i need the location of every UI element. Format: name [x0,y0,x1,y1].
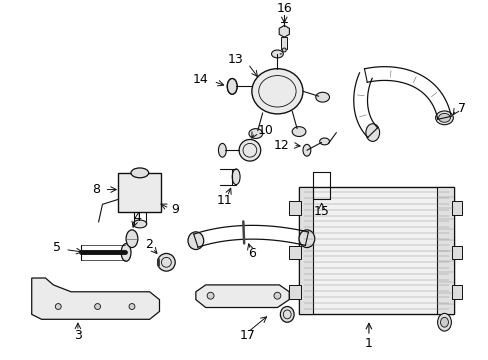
Ellipse shape [303,144,310,156]
Text: 8: 8 [92,183,101,196]
Ellipse shape [129,303,135,310]
Text: 4: 4 [133,211,141,224]
Ellipse shape [273,292,280,299]
Text: 17: 17 [240,329,255,342]
Ellipse shape [126,230,138,248]
Ellipse shape [282,48,285,52]
Ellipse shape [187,232,203,249]
Bar [451,201,461,215]
Ellipse shape [315,92,329,102]
Text: 1: 1 [364,337,372,350]
Ellipse shape [291,127,305,136]
Ellipse shape [319,138,329,145]
Bar [299,186,312,314]
Text: 16: 16 [276,2,292,15]
Bar [288,285,301,299]
Text: 7: 7 [457,102,465,114]
Text: 10: 10 [257,124,273,137]
Ellipse shape [435,111,452,125]
Bar [118,173,161,212]
Ellipse shape [227,78,237,94]
Ellipse shape [55,303,61,310]
Ellipse shape [440,317,447,327]
Ellipse shape [121,244,131,261]
Ellipse shape [365,124,379,141]
Polygon shape [196,285,288,307]
Ellipse shape [131,168,148,178]
Ellipse shape [438,113,449,122]
Ellipse shape [133,220,146,228]
Bar [281,37,286,49]
Ellipse shape [239,139,260,161]
Ellipse shape [248,129,262,139]
Text: 12: 12 [273,139,288,152]
Bar [288,201,301,215]
Text: 13: 13 [227,53,243,66]
Ellipse shape [207,292,214,299]
Bar [288,246,301,259]
Ellipse shape [280,306,293,322]
Bar [451,246,461,259]
Ellipse shape [218,143,226,157]
Text: 2: 2 [144,238,152,251]
Ellipse shape [232,169,240,185]
Bar [436,186,453,314]
Ellipse shape [437,314,450,331]
Text: 15: 15 [313,205,329,218]
Text: 5: 5 [53,241,61,254]
Bar [451,285,461,299]
Ellipse shape [227,78,237,94]
Text: 11: 11 [216,194,232,207]
Polygon shape [279,26,289,37]
Text: 9: 9 [171,203,179,216]
Ellipse shape [299,230,314,248]
Ellipse shape [251,69,303,114]
Polygon shape [32,278,159,319]
Text: 3: 3 [74,329,81,342]
Text: 14: 14 [192,73,208,86]
Ellipse shape [271,50,283,58]
Text: 6: 6 [248,247,256,260]
Bar [299,186,453,314]
Ellipse shape [157,253,175,271]
Ellipse shape [95,303,101,310]
